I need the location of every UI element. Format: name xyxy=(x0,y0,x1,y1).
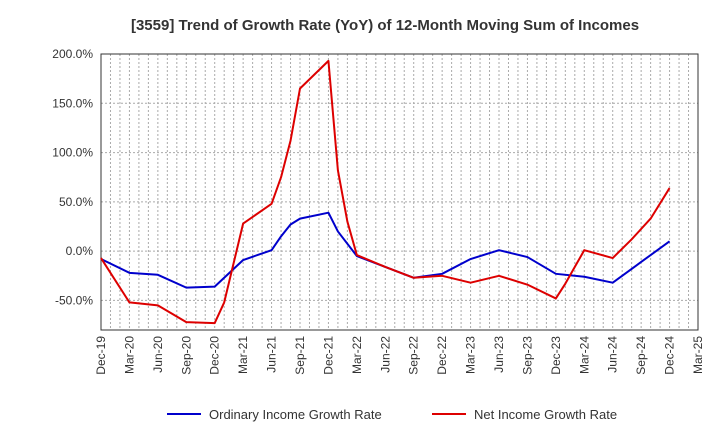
x-tick-label: Sep-21 xyxy=(293,336,307,375)
y-tick-label: 0.0% xyxy=(66,244,94,258)
x-tick-label: Mar-22 xyxy=(350,336,364,374)
x-tick-label: Dec-19 xyxy=(94,336,108,375)
series-line-net-income xyxy=(100,59,671,325)
x-tick-label: Dec-21 xyxy=(321,336,335,375)
chart-title: [3559] Trend of Growth Rate (YoY) of 12-… xyxy=(131,17,639,34)
x-tick-label: Jun-21 xyxy=(265,336,279,373)
legend-label-net-income: Net Income Growth Rate xyxy=(474,407,617,422)
x-tick-label: Jun-24 xyxy=(606,336,620,373)
y-tick-label: 150.0% xyxy=(52,96,93,110)
x-tick-label: Sep-23 xyxy=(520,336,534,375)
x-tick-label: Dec-24 xyxy=(663,336,677,375)
x-tick-label: Dec-20 xyxy=(208,336,222,375)
x-tick-label: Sep-24 xyxy=(634,336,648,375)
x-tick-label: Mar-23 xyxy=(464,336,478,374)
x-tick-label: Mar-21 xyxy=(236,336,250,374)
x-tick-label: Jun-23 xyxy=(492,336,506,373)
x-tick-label: Sep-20 xyxy=(179,336,193,375)
y-tick-label: 200.0% xyxy=(52,47,93,61)
x-tick-label: Sep-22 xyxy=(407,336,421,375)
y-tick-label: -50.0% xyxy=(55,293,93,307)
series-line-ordinary-income xyxy=(100,211,671,289)
legend: Ordinary Income Growth Rate Net Income G… xyxy=(167,407,617,422)
plot-frame xyxy=(100,53,699,331)
y-tick-label: 100.0% xyxy=(52,146,93,160)
legend-label-ordinary-income: Ordinary Income Growth Rate xyxy=(209,407,382,422)
x-tick-label: Mar-24 xyxy=(577,336,591,374)
x-tick-label: Jun-20 xyxy=(151,336,165,373)
x-tick-label: Jun-22 xyxy=(378,336,392,373)
y-tick-label: 50.0% xyxy=(59,195,93,209)
x-tick-label: Mar-20 xyxy=(122,336,136,374)
x-tick-label: Dec-23 xyxy=(549,336,563,375)
x-tick-label: Mar-25 xyxy=(691,336,705,374)
x-tick-label: Dec-22 xyxy=(435,336,449,375)
plot-area: 200.0% 150.0% 100.0% 50.0% 0.0% -50.0% Dec-19 M… xyxy=(52,47,705,375)
